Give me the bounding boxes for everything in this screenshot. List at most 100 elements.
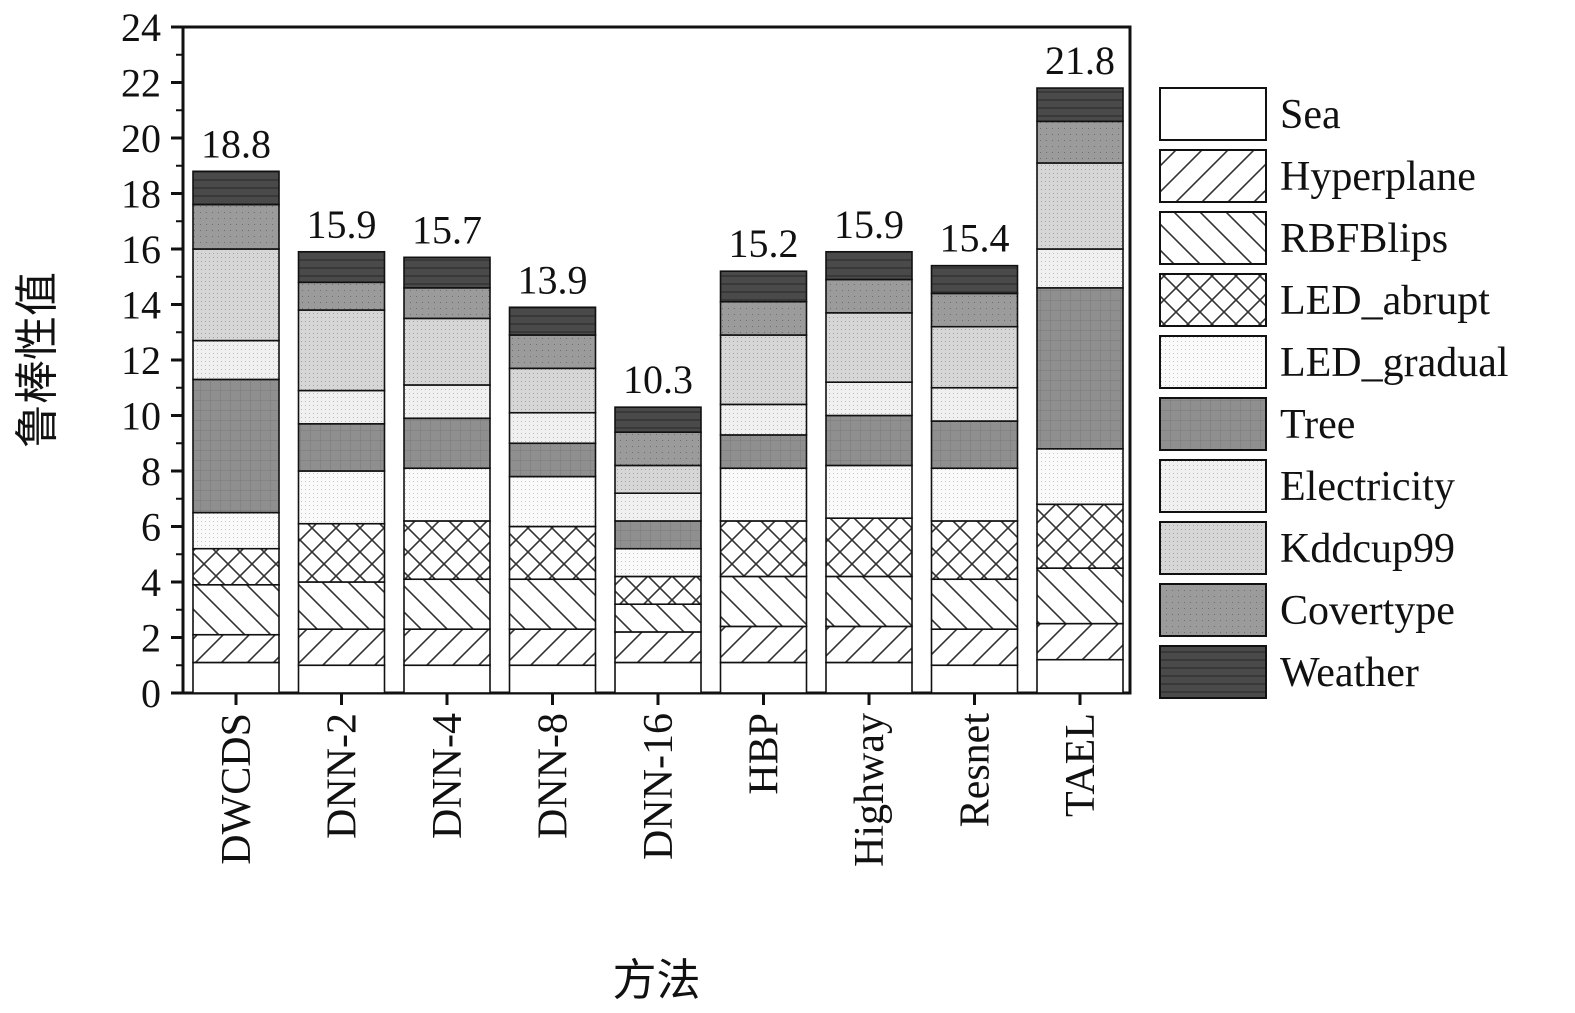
bar-stack-hbp: [719, 270, 808, 694]
bar-segment-covertype: [930, 292, 1019, 328]
legend-swatch: [1159, 521, 1267, 575]
bar-segment-electricity: [192, 339, 280, 381]
bar-segment-led-abrupt: [1036, 503, 1124, 569]
y-tick-label: 6: [141, 505, 161, 550]
bar-segment-led-abrupt: [825, 517, 913, 578]
y-axis-title: 鲁棒性值: [13, 272, 62, 448]
bar-segment-sea: [403, 664, 491, 694]
y-tick-label: 22: [121, 61, 161, 106]
bar-segment-electricity: [1036, 248, 1124, 289]
bar-segment-led-abrupt: [192, 547, 280, 586]
bar-segment-electricity: [719, 403, 808, 436]
bar-segment-sea: [719, 661, 808, 694]
bar-stack-dnn-4: [403, 256, 491, 694]
legend-item-hyperplane: Hyperplane: [1159, 149, 1476, 203]
x-axis-title: 方法: [613, 956, 701, 1005]
bar-segment-led-abrupt: [297, 522, 386, 583]
bar-segment-covertype: [614, 431, 702, 467]
bar-segment-rbfblips: [297, 581, 386, 630]
bar-total-label: 21.8: [1045, 38, 1115, 83]
legend-swatch: [1159, 87, 1267, 141]
x-category-label: DNN-16: [636, 713, 682, 860]
bar-segment-kddcup99: [930, 325, 1019, 389]
bar-total-label: 15.4: [940, 216, 1010, 261]
bar-segment-rbfblips: [825, 575, 913, 628]
y-tick-label: 4: [141, 560, 161, 605]
bar-segment-covertype: [403, 287, 491, 320]
bar-segment-weather: [825, 250, 913, 281]
bar-stack-highway: [825, 250, 913, 694]
bar-segment-sea: [825, 661, 913, 694]
bar-segment-weather: [403, 256, 491, 289]
bar-segment-kddcup99: [614, 464, 702, 495]
legend-label: Tree: [1280, 402, 1355, 448]
y-tick-label: 12: [121, 338, 161, 383]
bar-segment-hyperplane: [403, 628, 491, 667]
bar-stack-resnet: [930, 264, 1019, 694]
x-category-label: DWCDS: [214, 713, 260, 865]
y-tick-label: 14: [121, 283, 161, 328]
bar-segment-kddcup99: [403, 317, 491, 386]
legend-label: Covertype: [1280, 588, 1455, 634]
bar-total-label: 15.9: [834, 202, 904, 247]
legend-item-rbfblips: RBFBlips: [1159, 211, 1448, 265]
bar-segment-covertype: [297, 281, 386, 311]
bar-total-label: 13.9: [518, 257, 588, 302]
y-tick-label: 20: [121, 116, 161, 161]
bar-segment-sea: [297, 664, 386, 694]
legend-swatch: [1159, 149, 1267, 203]
bar-segment-hyperplane: [192, 633, 280, 664]
bar-segment-led-gradual: [614, 547, 702, 578]
y-tick-label: 18: [121, 172, 161, 217]
bar-segment-sea: [192, 661, 280, 694]
bar-segment-electricity: [297, 389, 386, 425]
bar-segment-led-gradual: [719, 467, 808, 522]
legend-label: RBFBlips: [1280, 216, 1448, 262]
bar-segment-tree: [403, 417, 491, 470]
x-category-label: TAEL: [1058, 713, 1104, 817]
bar-segment-led-abrupt: [930, 520, 1019, 581]
bar-segment-electricity: [930, 386, 1019, 422]
bar-segment-led-gradual: [297, 470, 386, 525]
bar-stack-tael: [1036, 87, 1124, 694]
bar-total-label: 18.8: [201, 121, 271, 166]
bar-segment-sea: [614, 661, 702, 694]
x-category-label: DNN-2: [320, 713, 366, 839]
bar-segment-led-abrupt: [719, 520, 808, 578]
bar-segment-sea: [930, 664, 1019, 694]
bar-segment-tree: [508, 442, 597, 478]
bar-segment-weather: [297, 250, 386, 284]
bar-stack-dnn-16: [614, 406, 702, 694]
bar-segment-hyperplane: [930, 628, 1019, 667]
legend-swatch: [1159, 211, 1267, 265]
bar-segment-tree: [614, 520, 702, 550]
bar-segment-sea: [508, 664, 597, 694]
bar-segment-rbfblips: [192, 583, 280, 636]
legend-swatch: [1159, 335, 1267, 389]
bar-segment-led-gradual: [508, 475, 597, 528]
bar-segment-rbfblips: [1036, 567, 1124, 625]
bar-segment-covertype: [719, 300, 808, 336]
x-category-label: DNN-8: [531, 713, 577, 839]
bar-segment-weather: [930, 264, 1019, 295]
legend-item-weather: Weather: [1159, 645, 1419, 699]
legend-label: Kddcup99: [1280, 526, 1455, 572]
x-category-label: Resnet: [953, 713, 999, 828]
legend-swatch: [1159, 273, 1267, 327]
legend-label: LED_abrupt: [1280, 278, 1490, 324]
bar-segment-tree: [719, 434, 808, 470]
bar-stack-dnn-8: [508, 306, 597, 694]
bar-total-label: 15.9: [307, 202, 377, 247]
bar-segment-electricity: [614, 492, 702, 522]
bar-segment-hyperplane: [614, 631, 702, 664]
bar-segment-electricity: [825, 381, 913, 417]
bar-segment-covertype: [825, 278, 913, 314]
bar-segment-kddcup99: [192, 248, 280, 342]
bar-segment-led-gradual: [192, 511, 280, 550]
bar-segment-rbfblips: [614, 603, 702, 633]
bar-stack-dwcds: [192, 170, 280, 694]
bar-segment-kddcup99: [508, 367, 597, 414]
bar-total-label: 15.2: [729, 221, 799, 266]
y-tick-label: 0: [141, 671, 161, 716]
